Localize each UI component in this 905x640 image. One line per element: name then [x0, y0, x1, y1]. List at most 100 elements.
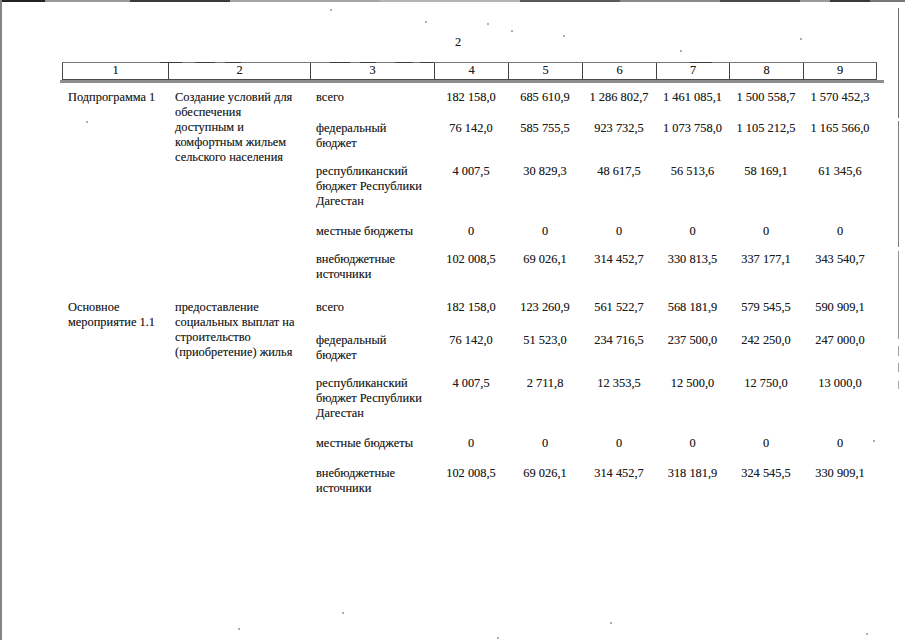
program-label: Подпрограмма 1 [68, 90, 162, 105]
value-cell: 69 026,1 [508, 466, 582, 506]
value-cell: 330 813,5 [656, 252, 729, 300]
value-cell: 2 711,8 [508, 376, 582, 436]
value-cell: 330 909,1 [803, 466, 877, 506]
value-cell: 13 000,0 [803, 376, 877, 436]
funding-row: всего 182 158,0 123 260,9 561 522,7 568 … [310, 300, 877, 333]
description-text: Создание условий для обеспечения доступн… [175, 90, 295, 165]
value-cell: 1 286 802,7 [582, 90, 656, 121]
funding-row: республиканский бюджет Республики Дагест… [310, 164, 877, 224]
scan-noise-dot [680, 50, 682, 52]
value-cell: 1 570 452,3 [803, 90, 877, 121]
source-cell: внебюджетные источники [310, 466, 434, 506]
value-cell: 0 [729, 224, 803, 252]
scan-noise-dot [873, 440, 875, 442]
value-cell: 0 [434, 436, 508, 466]
scan-noise-dot [425, 21, 427, 23]
source-label: республиканский бюджет Республики Дагест… [316, 164, 428, 209]
value-cell: 1 073 758,0 [656, 121, 729, 164]
value-cell: 923 732,5 [582, 121, 656, 164]
header-cell-3: 3 [311, 63, 435, 79]
value-cell: 247 000,0 [803, 333, 877, 376]
funding-row: республиканский бюджет Республики Дагест… [310, 376, 877, 436]
scan-artifact-right-line [898, 251, 899, 339]
source-cell: федеральный бюджет [310, 121, 434, 164]
value-cell: 337 177,1 [729, 252, 803, 300]
table-row-subprogram-1: Подпрограмма 1 Создание условий для обес… [62, 90, 877, 300]
source-cell: федеральный бюджет [310, 333, 434, 376]
source-cell: внебюджетные источники [310, 252, 434, 300]
source-cell: местные бюджеты [310, 224, 434, 252]
source-cell: республиканский бюджет Республики Дагест… [310, 164, 434, 224]
program-label: Основное мероприятие 1.1 [68, 300, 162, 330]
scan-noise-dot [610, 622, 612, 624]
value-cell: 561 522,7 [582, 300, 656, 333]
scan-artifact-right-line [898, 363, 899, 372]
value-cell: 1 105 212,5 [729, 121, 803, 164]
value-cell: 69 026,1 [508, 252, 582, 300]
description-cell: Создание условий для обеспечения доступн… [168, 90, 310, 300]
value-cell: 590 909,1 [803, 300, 877, 333]
value-cell: 0 [582, 224, 656, 252]
scan-artifact-dash [360, 62, 376, 64]
scan-noise-dot [511, 30, 513, 32]
value-cell: 0 [729, 436, 803, 466]
program-cell: Основное мероприятие 1.1 [62, 300, 168, 506]
scan-artifact-dash [330, 62, 350, 64]
value-cell: 237 500,0 [656, 333, 729, 376]
source-label: всего [316, 90, 428, 105]
source-cell: республиканский бюджет Республики Дагест… [310, 376, 434, 436]
funding-rows: всего 182 158,0 685 610,9 1 286 802,7 1 … [310, 90, 877, 300]
scan-artifact-left-edge [0, 0, 2, 640]
value-cell: 0 [803, 436, 877, 466]
scan-noise-dot [800, 38, 802, 40]
value-cell: 318 181,9 [656, 466, 729, 506]
funding-row: внебюджетные источники 102 008,5 69 026,… [310, 466, 877, 506]
value-cell: 123 260,9 [508, 300, 582, 333]
value-cell: 0 [508, 224, 582, 252]
program-cell: Подпрограмма 1 [62, 90, 168, 300]
value-cell: 182 158,0 [434, 300, 508, 333]
header-cell-1: 1 [63, 63, 169, 79]
value-cell: 0 [656, 436, 729, 466]
funding-row: федеральный бюджет 76 142,0 51 523,0 234… [310, 333, 877, 376]
scan-noise-dot [238, 628, 240, 630]
table-row-main-activity-1-1: Основное мероприятие 1.1 предоставление … [62, 300, 877, 506]
funding-rows: всего 182 158,0 123 260,9 561 522,7 568 … [310, 300, 877, 506]
value-cell: 585 755,5 [508, 121, 582, 164]
scan-artifact-dash [420, 62, 434, 64]
source-label: внебюджетные источники [316, 466, 428, 496]
value-cell: 343 540,7 [803, 252, 877, 300]
scan-artifact-right-line [898, 121, 899, 247]
scan-artifact-dash [395, 62, 413, 64]
source-label: местные бюджеты [316, 436, 428, 451]
source-cell: всего [310, 300, 434, 333]
value-cell: 48 617,5 [582, 164, 656, 224]
table-header-row: 1 2 3 4 5 6 7 8 9 [62, 62, 877, 80]
funding-row: внебюджетные источники 102 008,5 69 026,… [310, 252, 877, 300]
scan-noise-dot [866, 633, 868, 635]
value-cell: 685 610,9 [508, 90, 582, 121]
scan-noise-dot [342, 612, 344, 614]
header-cell-4: 4 [435, 63, 509, 79]
page-number: 2 [447, 35, 469, 50]
source-cell: всего [310, 90, 434, 121]
value-cell: 242 250,0 [729, 333, 803, 376]
description-text: предоставление социальных выплат на стро… [175, 300, 295, 360]
value-cell: 0 [508, 436, 582, 466]
value-cell: 76 142,0 [434, 333, 508, 376]
value-cell: 182 158,0 [434, 90, 508, 121]
scan-artifact-dash [225, 62, 241, 64]
funding-row: федеральный бюджет 76 142,0 585 755,5 92… [310, 121, 877, 164]
value-cell: 12 500,0 [656, 376, 729, 436]
scan-artifact-right-line [898, 346, 899, 356]
value-cell: 12 750,0 [729, 376, 803, 436]
source-cell: местные бюджеты [310, 436, 434, 466]
source-label: республиканский бюджет Республики Дагест… [316, 376, 428, 421]
value-cell: 0 [803, 224, 877, 252]
source-label: местные бюджеты [316, 224, 428, 239]
header-cell-6: 6 [583, 63, 657, 79]
value-cell: 579 545,5 [729, 300, 803, 333]
funding-row: местные бюджеты 0 0 0 0 0 0 [310, 224, 877, 252]
scan-noise-dot [497, 637, 499, 639]
scan-artifact-dash [690, 62, 712, 64]
